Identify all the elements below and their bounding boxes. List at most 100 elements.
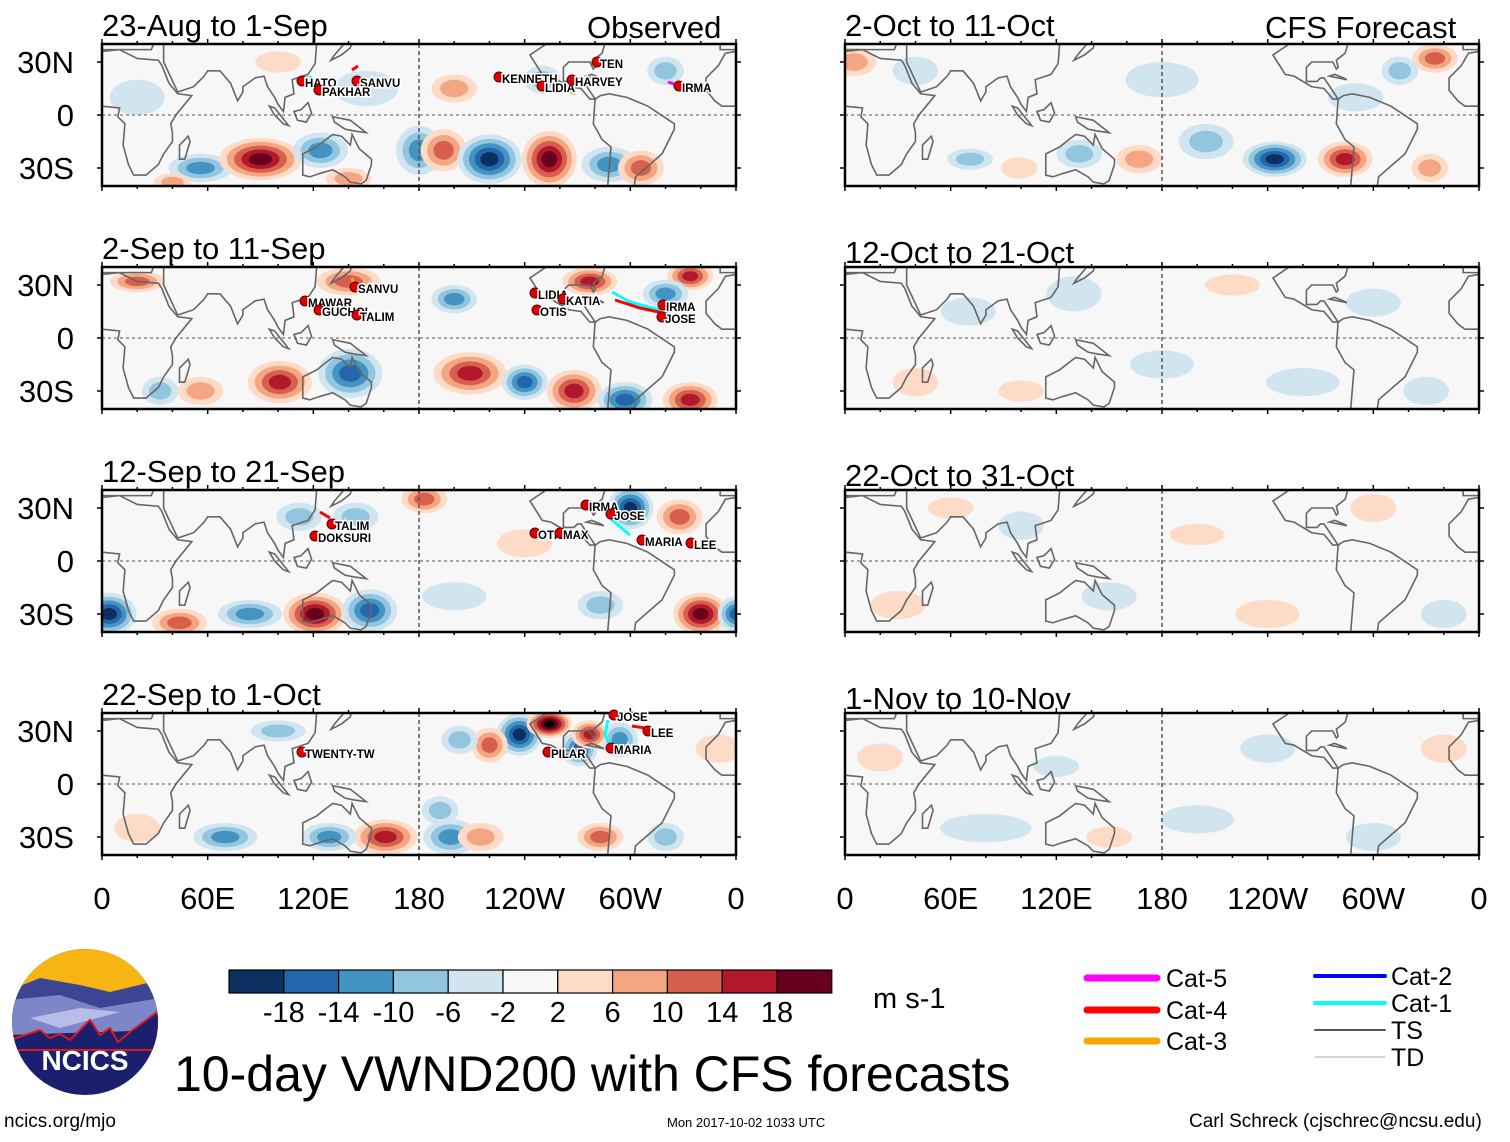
wind-anomaly-contour [543, 720, 555, 728]
coastline [162, 44, 318, 114]
lat-label: 30S [19, 374, 74, 409]
hurricane-icon [349, 281, 361, 293]
hurricane-icon [685, 537, 697, 549]
wind-anomaly-contour [481, 737, 498, 753]
coastline [845, 490, 898, 497]
footer-timestamp: Mon 2017-10-02 1033 UTC [667, 1115, 825, 1130]
footer-url[interactable]: ncics.org/mjo [4, 1111, 116, 1132]
colorbar-tick-label: 10 [651, 997, 683, 1029]
coastline [1035, 324, 1056, 346]
lat-label: 0 [57, 767, 74, 802]
coastline [162, 267, 318, 337]
wind-anomaly-contour [512, 728, 526, 741]
coastline [301, 577, 373, 631]
wind-anomaly-contour [586, 596, 615, 614]
hurricane-icon [299, 295, 311, 307]
wind-anomaly-contour [457, 365, 483, 381]
panel-title: 12-Sep to 21-Sep [102, 454, 345, 489]
wind-anomaly-contour [695, 734, 736, 763]
wind-anomaly-contour [161, 176, 184, 186]
coastline [1074, 784, 1113, 803]
hurricane-icon [656, 311, 668, 323]
coastline [1462, 267, 1479, 274]
coastline [162, 490, 318, 560]
storm-track [351, 64, 359, 72]
storm-label: MARIA [645, 537, 683, 549]
storm-label: SANVU [358, 284, 398, 296]
legend-item-cat-3: Cat-3 [1083, 1028, 1227, 1056]
coastline [1271, 490, 1349, 546]
hurricane-icon [326, 518, 338, 530]
storm-label: KATIA [566, 296, 600, 308]
coastline [102, 494, 194, 622]
coastline [1462, 44, 1479, 51]
coastline [528, 267, 606, 323]
storm-label: TWENTY-TW [305, 749, 375, 761]
legend-item-td: TD [1314, 1044, 1424, 1072]
wind-anomaly-contour [1328, 83, 1384, 112]
storm-marker: PILAR [542, 746, 588, 763]
hurricane-icon [351, 309, 363, 321]
coastline [921, 357, 934, 383]
wind-anomaly-contour [109, 79, 165, 115]
wind-anomaly-contour [1345, 822, 1401, 852]
coastline [592, 761, 676, 855]
wind-anomaly-contour [955, 152, 985, 166]
storm-marker: SANVU [349, 281, 400, 298]
hurricane-icon [605, 742, 617, 754]
map-panel-2: 2-Sep to 11-Sep30N030SSANVUMAWARGUCHOLTA… [17, 231, 741, 414]
coastline [845, 494, 937, 622]
wind-anomaly-contour [940, 814, 1032, 843]
legend-label: Cat-2 [1391, 963, 1452, 991]
storm-label: PILAR [551, 749, 586, 761]
hurricane-icon [642, 725, 654, 737]
wind-anomaly-contour [580, 276, 600, 287]
wind-anomaly-contour [692, 607, 709, 621]
legend-label: Cat-3 [1166, 1028, 1227, 1056]
coastline [301, 131, 373, 185]
coastline [331, 784, 370, 803]
coastline [328, 267, 353, 286]
wind-anomaly-contour [438, 829, 463, 845]
storm-track [600, 505, 631, 537]
coastline [583, 296, 605, 304]
coastline [328, 44, 353, 63]
longitude-labels: 0 60E 120E 180 120W 60W 0 0 60E 120E 180 120W 60W 0 [93, 881, 1487, 916]
coastline [1335, 315, 1419, 409]
wind-anomaly-contour [235, 607, 265, 621]
storm-marker: SANVU [351, 75, 402, 92]
storm-label: DOKSURI [318, 533, 371, 545]
lat-label: 30S [19, 820, 74, 855]
legend-label: TD [1391, 1044, 1424, 1072]
coastline [267, 550, 291, 574]
lon-label: 120W [484, 881, 566, 916]
coastline [1010, 550, 1034, 574]
coastline [267, 104, 291, 128]
hurricane-icon [493, 71, 505, 83]
storm-label: JOSE [665, 314, 696, 326]
colorbar-swatch [502, 969, 559, 994]
coastline [1335, 538, 1419, 632]
panel-title: 1-Nov to 10-Nov [845, 681, 1071, 716]
wind-anomaly-contour [927, 497, 974, 519]
coastline [1326, 73, 1348, 81]
lat-label: 0 [57, 98, 74, 133]
coastline [705, 496, 736, 553]
wind-anomaly-contour [339, 364, 362, 382]
wind-anomaly-contour [1388, 62, 1412, 80]
wind-anomaly-contour [940, 297, 996, 326]
wind-anomaly-contour [1046, 276, 1102, 312]
wind-anomaly-contour [186, 161, 215, 175]
wind-anomaly-contour [1418, 159, 1441, 177]
storm-marker: LIDIA [536, 80, 577, 97]
storm-marker: TALIM [351, 309, 396, 326]
wind-anomaly-contour [1240, 734, 1296, 763]
coastline [1035, 547, 1056, 569]
footer-author: Carl Schreck (cjschrec@ncsu.edu) [1189, 1111, 1482, 1132]
coastline [1335, 92, 1419, 186]
hurricane-icon [566, 74, 578, 86]
wind-anomaly-contour [516, 376, 533, 389]
wind-anomaly-contour [998, 380, 1045, 402]
wind-anomaly-contour [998, 511, 1045, 540]
